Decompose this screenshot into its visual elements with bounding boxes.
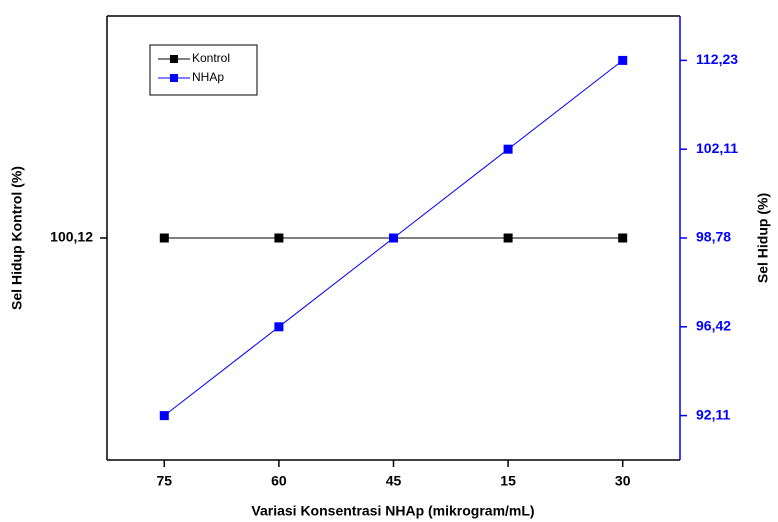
y2-tick-label: 98,78: [696, 229, 731, 245]
y2-tick-label: 112,23: [696, 51, 738, 67]
x-axis-label: Variasi Konsentrasi NHAp (mikrogram/mL): [251, 503, 534, 519]
data-point: [274, 322, 284, 332]
x-tick-label: 60: [271, 473, 287, 489]
legend-marker: [170, 74, 178, 82]
data-point: [389, 233, 398, 243]
y-axis-label: Sel Hidup Kontrol (%): [9, 166, 25, 310]
legend-label: NHAp: [192, 70, 224, 84]
x-tick-label: 45: [386, 473, 402, 489]
data-point: [503, 233, 513, 243]
data-point: [159, 233, 169, 243]
legend-label: Kontrol: [192, 51, 230, 65]
data-point: [503, 144, 513, 154]
y2-axis-label: Sel Hidup (%): [755, 193, 771, 283]
y2-tick-label: 96,42: [696, 318, 731, 334]
data-point: [274, 233, 284, 243]
x-tick-label: 75: [157, 473, 173, 489]
legend-marker: [170, 55, 178, 63]
data-point: [618, 55, 628, 65]
data-point: [159, 411, 169, 421]
x-tick-label: 30: [615, 473, 631, 489]
y2-tick-label: 102,11: [696, 140, 738, 156]
y-tick-label: 100,12: [50, 229, 93, 245]
y2-tick-label: 92,11: [696, 406, 730, 422]
data-point: [618, 233, 628, 243]
x-tick-label: 15: [500, 473, 516, 489]
legend-box: [149, 44, 258, 96]
